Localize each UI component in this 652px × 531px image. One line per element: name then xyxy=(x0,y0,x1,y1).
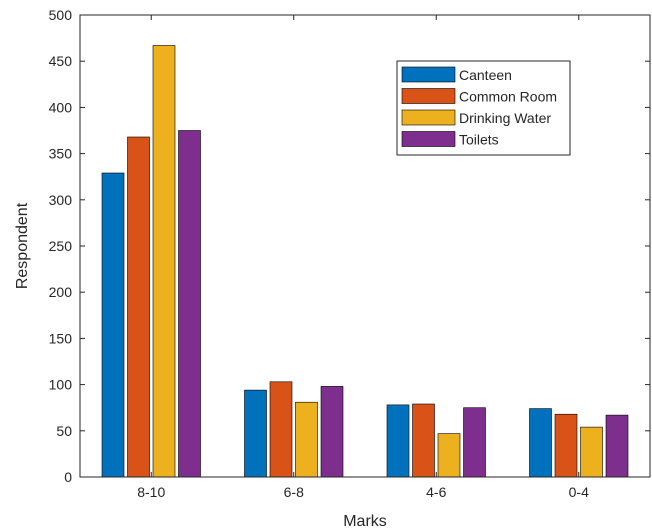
y-tick-label: 50 xyxy=(56,423,72,439)
bar-drinking-water-6-8 xyxy=(295,401,318,478)
y-tick-label: 250 xyxy=(49,238,73,254)
bar-canteen-4-6 xyxy=(386,404,410,478)
y-tick-label: 400 xyxy=(49,99,73,115)
legend-swatch-common-room xyxy=(401,88,456,104)
legend-label-toilets: Toilets xyxy=(459,132,499,148)
bar-common-room-4-6 xyxy=(412,403,435,478)
axes-group: 8-10 6-8 4-6 0-4 0 50 100 150 200 250 300 350 400 450… xyxy=(49,7,651,500)
legend: Canteen Common Room Drinking Water Toilets xyxy=(396,60,571,156)
bar-toilets-6-8 xyxy=(320,386,344,478)
bar-common-room-0-4 xyxy=(554,413,578,478)
legend-swatch-canteen xyxy=(401,66,456,83)
x-tick-label: 8-10 xyxy=(137,484,165,500)
bar-common-room-6-8 xyxy=(269,381,293,478)
y-tick-label: 200 xyxy=(49,284,73,300)
x-tick-label: 0-4 xyxy=(569,484,589,500)
bar-canteen-6-8 xyxy=(244,389,267,478)
legend-swatch-drinking-water xyxy=(401,109,456,126)
y-tick-label: 350 xyxy=(49,146,73,162)
x-tick-label: 6-8 xyxy=(284,484,304,500)
bar-drinking-water-0-4 xyxy=(580,426,603,478)
bar-common-room-8-10 xyxy=(127,136,150,478)
legend-label-drinking-water: Drinking Water xyxy=(459,110,551,126)
bar-drinking-water-8-10 xyxy=(152,45,176,478)
y-tick-label: 300 xyxy=(49,192,73,208)
bar-drinking-water-4-6 xyxy=(437,433,461,478)
bar-toilets-0-4 xyxy=(605,414,629,478)
legend-label-canteen: Canteen xyxy=(459,67,512,83)
bar-canteen-8-10 xyxy=(101,172,125,478)
y-tick-label: 450 xyxy=(49,53,73,69)
y-tick-label: 100 xyxy=(49,377,73,393)
bar-canteen-0-4 xyxy=(529,408,552,478)
x-axis-title: Marks xyxy=(343,513,387,530)
y-axis-title: Respondent xyxy=(14,202,31,289)
y-tick-label: 0 xyxy=(64,469,72,485)
bar-toilets-8-10 xyxy=(178,130,201,478)
y-tick-label: 150 xyxy=(49,330,73,346)
legend-swatch-toilets xyxy=(401,131,456,147)
y-tick-label: 500 xyxy=(49,7,73,23)
x-tick-label: 4-6 xyxy=(426,484,446,500)
bars-group xyxy=(101,45,629,478)
legend-label-common-room: Common Room xyxy=(459,89,557,105)
bar-toilets-4-6 xyxy=(463,407,486,478)
